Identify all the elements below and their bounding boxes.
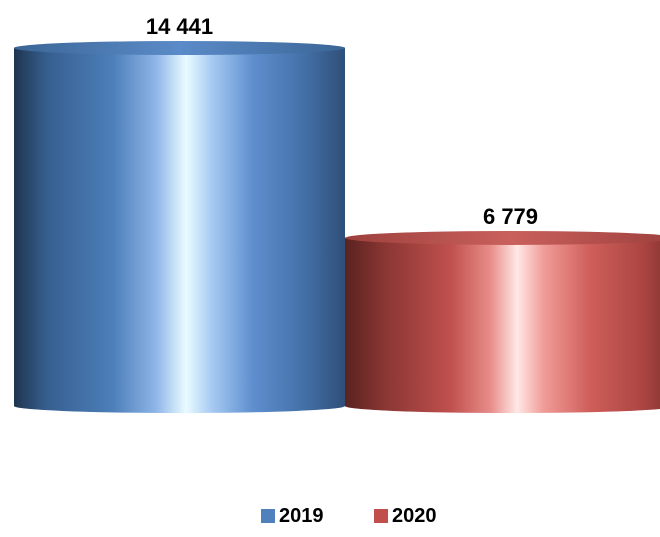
legend-label-2019: 2019: [279, 505, 324, 527]
bar-top-2020: [345, 230, 660, 245]
legend-item-2019: 2019: [261, 505, 324, 527]
bar-body-2020: [345, 237, 660, 413]
plot-area: 14 441 6 779: [14, 14, 660, 414]
data-label-2020: 6 779: [483, 204, 538, 229]
bar-2020: [345, 230, 660, 413]
legend-swatch-2019: [261, 509, 275, 523]
legend-item-2020: 2020: [374, 505, 437, 527]
bar-2019: [14, 41, 345, 414]
bar-body-2019: [14, 48, 345, 414]
legend-label-2020: 2020: [392, 505, 437, 527]
bar-top-2019: [14, 41, 345, 55]
data-label-2019: 14 441: [146, 14, 213, 39]
legend-swatch-2020: [374, 509, 388, 523]
legend: 2019 2020: [261, 505, 437, 527]
